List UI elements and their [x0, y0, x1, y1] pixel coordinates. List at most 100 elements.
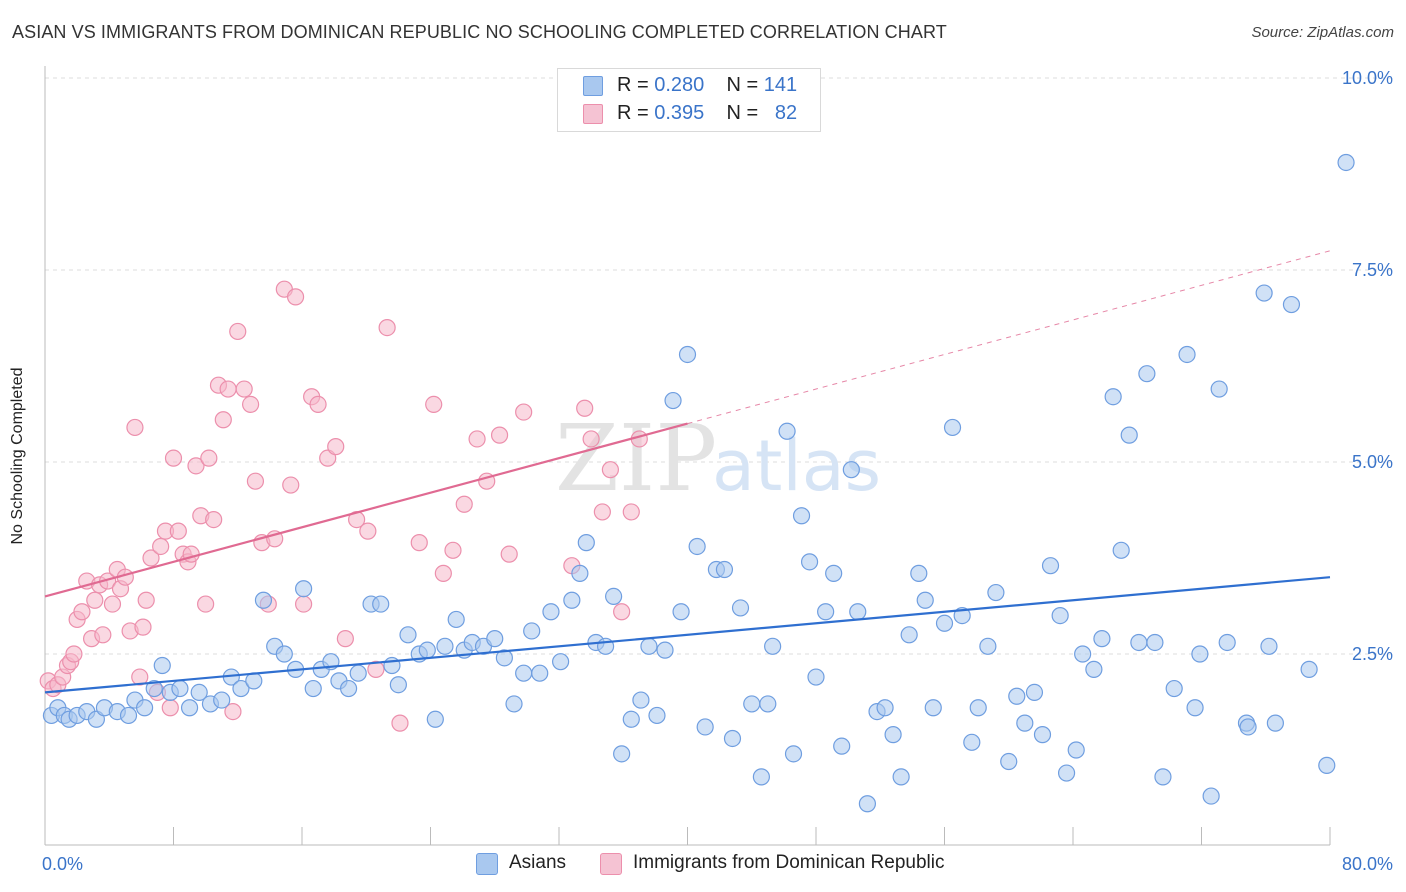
point-asians — [731, 599, 750, 617]
point-asians — [1266, 714, 1284, 732]
point-dominican — [434, 564, 452, 582]
point-asians — [1016, 714, 1034, 732]
point-asians — [656, 641, 674, 659]
point-asians — [1210, 380, 1228, 398]
point-dominican — [134, 618, 152, 636]
point-dominican — [214, 411, 232, 429]
point-dominican — [229, 322, 247, 341]
point-asians — [764, 637, 782, 655]
point-asians — [1000, 752, 1018, 771]
trend-lines — [44, 250, 1331, 694]
legend-label-dominican: Immigrants from Dominican Republic — [633, 852, 945, 873]
point-asians — [119, 706, 138, 725]
point-asians — [436, 637, 454, 655]
point-asians — [759, 695, 777, 713]
point-asians — [213, 691, 231, 709]
point-asians — [800, 553, 819, 571]
point-asians — [1146, 633, 1164, 652]
point-asians — [523, 622, 541, 640]
legend-swatch-blue — [583, 76, 603, 96]
point-dominican — [367, 660, 385, 678]
point-asians — [778, 422, 796, 440]
point-dominican — [187, 457, 205, 475]
point-asians — [1057, 764, 1076, 782]
point-dominican — [65, 645, 83, 663]
point-dominican — [286, 288, 305, 306]
point-asians — [1025, 683, 1044, 702]
point-asians — [935, 614, 954, 632]
series-asians-points — [42, 153, 1355, 813]
point-dominican — [235, 380, 253, 398]
tick-labels: 2.5% 5.0% 7.5% 10.0% 0.0% 80.0% — [42, 68, 1393, 874]
point-dominican — [142, 549, 160, 567]
n-label: N = — [726, 74, 759, 96]
point-asians — [171, 679, 189, 698]
point-dominican — [601, 461, 620, 479]
point-asians — [792, 507, 811, 525]
r-value-dominican: 0.395 — [654, 102, 705, 124]
point-asians — [232, 679, 250, 698]
point-asians — [1130, 633, 1148, 652]
point-asians — [372, 595, 390, 613]
point-dominican — [161, 699, 179, 717]
y-tick-label: 5.0% — [1352, 452, 1393, 472]
point-asians — [715, 560, 734, 579]
point-asians — [696, 718, 714, 736]
point-dominican — [622, 503, 640, 521]
point-dominican — [613, 603, 631, 621]
point-asians — [531, 664, 549, 682]
point-asians — [254, 591, 273, 609]
point-asians — [876, 699, 894, 717]
point-asians — [571, 564, 589, 582]
point-asians — [1218, 633, 1236, 652]
point-asians — [295, 580, 313, 598]
point-asians — [1191, 645, 1209, 663]
point-asians — [688, 537, 706, 556]
point-asians — [884, 726, 902, 744]
trend-line-asians — [44, 576, 1331, 694]
point-asians — [664, 391, 682, 410]
point-dominican — [336, 630, 354, 648]
point-dominican — [282, 476, 300, 494]
n-value-asians: 141 — [763, 74, 798, 96]
chart-title: ASIAN VS IMMIGRANTS FROM DOMINICAN REPUB… — [12, 22, 947, 42]
point-dominican — [309, 395, 327, 413]
point-dominican — [126, 418, 144, 437]
point-asians — [979, 637, 997, 655]
point-dominican — [224, 702, 242, 721]
correlation-legend: R = 0.280 N = 141 R = 0.395 N = 82 — [557, 68, 821, 132]
source-label: Source: ZipAtlas.com — [1251, 24, 1394, 41]
point-dominican — [182, 545, 200, 563]
point-asians — [892, 768, 910, 786]
legend-label-asians: Asians — [509, 852, 567, 873]
point-asians — [963, 733, 981, 751]
point-asians — [495, 649, 513, 667]
point-asians — [515, 664, 533, 682]
trend-line-dominican-extension — [687, 250, 1331, 425]
point-asians — [426, 710, 444, 728]
point-asians — [833, 737, 851, 755]
point-dominican — [425, 395, 443, 413]
point-dominican — [582, 430, 600, 448]
point-dominican — [391, 714, 409, 732]
point-asians — [577, 534, 595, 552]
point-asians — [807, 668, 825, 686]
r-label: R = — [617, 74, 649, 96]
point-dominican — [73, 603, 91, 621]
point-asians — [648, 706, 666, 725]
point-asians — [858, 795, 877, 813]
point-asians — [605, 587, 623, 606]
point-asians — [1074, 645, 1092, 663]
point-asians — [1178, 345, 1196, 364]
point-asians — [622, 710, 640, 728]
point-asians — [1067, 741, 1085, 759]
point-asians — [900, 626, 918, 644]
point-asians — [190, 683, 208, 702]
point-dominican — [200, 449, 218, 467]
point-dominican — [137, 591, 155, 609]
point-asians — [849, 603, 867, 621]
point-dominican — [515, 403, 533, 421]
point-asians — [678, 345, 697, 364]
point-asians — [784, 745, 803, 763]
